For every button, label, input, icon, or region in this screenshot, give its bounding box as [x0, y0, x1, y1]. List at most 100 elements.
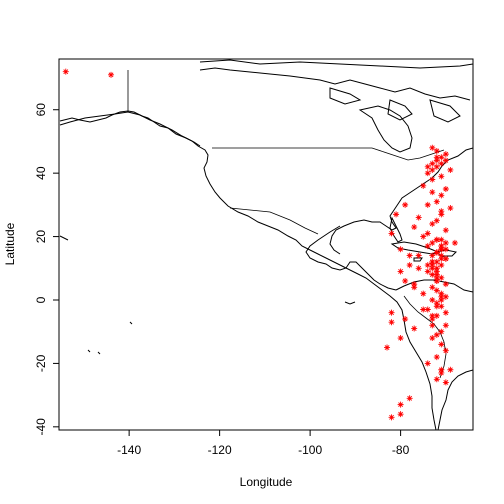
scatter-point — [442, 157, 449, 164]
scatter-point — [442, 293, 449, 300]
scatter-point — [433, 303, 440, 310]
scatter-point — [442, 281, 449, 288]
plot-frame — [58, 58, 474, 431]
scatter-point — [438, 303, 445, 310]
scatter-point — [438, 262, 445, 269]
coastline-gulf-central-america — [305, 225, 397, 291]
scatter-point — [438, 274, 445, 281]
scatter-point — [424, 262, 431, 269]
map-layer — [59, 59, 473, 430]
scatter-point — [433, 147, 440, 154]
scatter-point — [442, 322, 449, 329]
scatter-point — [433, 157, 440, 164]
scatter-point — [429, 144, 436, 151]
scatter-point — [433, 249, 440, 256]
y-axis-title: Latitude — [3, 222, 17, 265]
scatter-point — [415, 252, 422, 259]
scatter-point — [62, 68, 69, 75]
scatter-point — [429, 265, 436, 272]
scatter-point — [433, 271, 440, 278]
scatter-point — [433, 376, 440, 383]
coastline-hudson-bay — [358, 105, 413, 153]
scatter-point — [429, 322, 436, 329]
scatter-point — [429, 296, 436, 303]
points-layer — [62, 68, 458, 421]
scatter-point — [420, 233, 427, 240]
x-axis: -140 -120 -100 -80 — [117, 430, 410, 457]
scatter-point — [406, 252, 413, 259]
scatter-point — [411, 281, 418, 288]
coastline-north-america-east — [329, 147, 473, 255]
coastline-arctic — [199, 67, 471, 101]
scatter-point — [442, 239, 449, 246]
scatter-point — [402, 277, 409, 284]
scatter-point — [397, 268, 404, 275]
scatter-point — [429, 189, 436, 196]
scatter-point — [397, 246, 404, 253]
scatter-point — [429, 166, 436, 173]
scatter-point — [424, 306, 431, 313]
scatter-point — [433, 236, 440, 243]
scatter-point — [433, 154, 440, 161]
y-tick-label: 0 — [34, 296, 48, 303]
scatter-point — [424, 201, 431, 208]
scatter-point — [433, 331, 440, 338]
scatter-point — [442, 186, 449, 193]
coastline-arctic-islands — [199, 59, 473, 123]
coastline-hawaii — [59, 235, 356, 355]
y-tick-label: 60 — [34, 103, 48, 117]
scatter-point — [388, 230, 395, 237]
y-tick-label: -40 — [34, 418, 48, 436]
x-tick-label: -140 — [117, 443, 141, 457]
scatter-point — [415, 265, 422, 272]
scatter-point — [429, 271, 436, 278]
scatter-point — [438, 173, 445, 180]
scatter-point — [447, 366, 454, 373]
scatter-point — [424, 230, 431, 237]
scatter-point — [429, 316, 436, 323]
scatter-point — [438, 366, 445, 373]
y-axis: -40 -20 0 20 40 60 — [34, 103, 59, 436]
x-axis-title: Longitude — [240, 475, 293, 489]
border-south-america — [403, 295, 447, 379]
coastline-south-america — [395, 279, 473, 430]
coastline-florida — [389, 216, 403, 243]
scatter-point — [388, 414, 395, 421]
scatter-point — [451, 239, 458, 246]
scatter-point — [438, 341, 445, 348]
scatter-point — [420, 306, 427, 313]
scatter-point — [442, 309, 449, 316]
scatter-point — [433, 287, 440, 294]
scatter-point — [442, 255, 449, 262]
scatter-point — [429, 220, 436, 227]
scatter-point — [433, 312, 440, 319]
scatter-point — [429, 284, 436, 291]
y-tick-label: 40 — [34, 166, 48, 180]
scatter-point — [438, 296, 445, 303]
scatter-point — [108, 71, 115, 78]
scatter-point — [433, 217, 440, 224]
scatter-point — [433, 300, 440, 307]
scatter-point — [438, 160, 445, 167]
scatter-point — [442, 379, 449, 386]
coastline-north-america-west — [59, 111, 437, 430]
scatter-point — [411, 284, 418, 291]
scatter-point — [429, 262, 436, 269]
scatter-point — [438, 369, 445, 376]
scatter-point — [415, 214, 422, 221]
scatter-point — [438, 154, 445, 161]
x-tick-label: -120 — [208, 443, 232, 457]
x-tick-label: -80 — [392, 443, 410, 457]
scatter-point — [397, 335, 404, 342]
scatter-point — [438, 328, 445, 335]
scatter-point — [438, 246, 445, 253]
scatter-point — [424, 360, 431, 367]
scatter-point — [438, 255, 445, 262]
scatter-point — [438, 243, 445, 250]
scatter-point — [429, 239, 436, 246]
scatter-point — [429, 258, 436, 265]
scatter-point — [402, 201, 409, 208]
scatter-point — [420, 182, 427, 189]
scatter-point — [397, 411, 404, 418]
